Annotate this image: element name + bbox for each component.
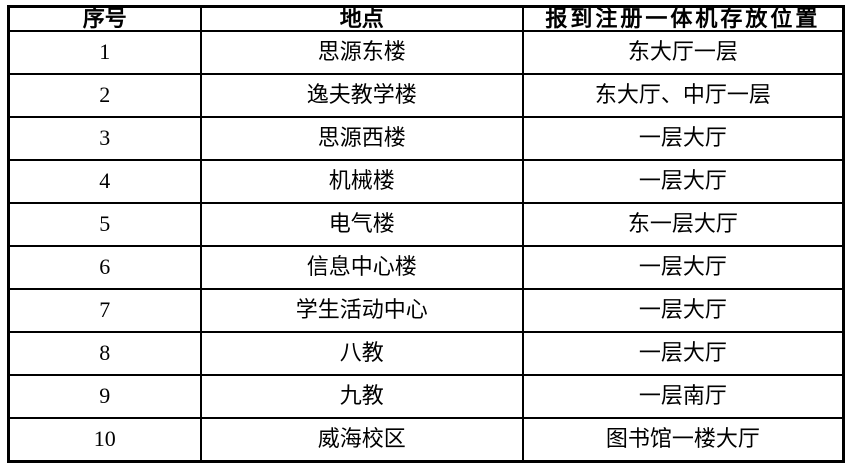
position-cell: 一层南厅 (521, 373, 845, 419)
location-cell: 八教 (199, 330, 524, 376)
column-header-location: 地点 (199, 5, 524, 32)
table-row: 10 威海校区 图书馆一楼大厅 (7, 416, 845, 463)
position-cell: 一层大厅 (521, 287, 845, 333)
table-row: 5 电气楼 东一层大厅 (7, 201, 845, 247)
serial-cell: 8 (7, 330, 202, 376)
table-header-row: 序号 地点 报到注册一体机存放位置 (7, 5, 845, 32)
serial-cell: 10 (7, 416, 202, 463)
position-cell: 一层大厅 (521, 115, 845, 161)
serial-cell: 3 (7, 115, 202, 161)
position-cell: 东大厅、中厅一层 (521, 72, 845, 118)
table-row: 1 思源东楼 东大厅一层 (7, 30, 845, 75)
location-cell: 九教 (199, 373, 524, 419)
serial-cell: 5 (7, 201, 202, 247)
position-cell: 一层大厅 (521, 244, 845, 290)
location-cell: 逸夫教学楼 (199, 72, 524, 118)
serial-cell: 7 (7, 287, 202, 333)
column-header-serial: 序号 (7, 5, 202, 32)
location-cell: 思源东楼 (199, 30, 524, 75)
serial-cell: 9 (7, 373, 202, 419)
table-row: 2 逸夫教学楼 东大厅、中厅一层 (7, 72, 845, 118)
serial-cell: 2 (7, 72, 202, 118)
table-row: 7 学生活动中心 一层大厅 (7, 287, 845, 333)
position-cell: 图书馆一楼大厅 (521, 416, 845, 463)
table-row: 9 九教 一层南厅 (7, 373, 845, 419)
position-cell: 一层大厅 (521, 158, 845, 204)
location-cell: 思源西楼 (199, 115, 524, 161)
location-cell: 机械楼 (199, 158, 524, 204)
table-row: 8 八教 一层大厅 (7, 330, 845, 376)
serial-cell: 4 (7, 158, 202, 204)
location-cell: 电气楼 (199, 201, 524, 247)
position-cell: 一层大厅 (521, 330, 845, 376)
registration-kiosk-table: 序号 地点 报到注册一体机存放位置 1 思源东楼 东大厅一层 2 逸夫教学楼 东… (7, 5, 845, 463)
position-cell: 东大厅一层 (521, 30, 845, 75)
position-cell: 东一层大厅 (521, 201, 845, 247)
location-cell: 威海校区 (199, 416, 524, 463)
table-row: 3 思源西楼 一层大厅 (7, 115, 845, 161)
serial-cell: 6 (7, 244, 202, 290)
column-header-kiosk-position: 报到注册一体机存放位置 (521, 5, 845, 32)
location-cell: 学生活动中心 (199, 287, 524, 333)
table-row: 4 机械楼 一层大厅 (7, 158, 845, 204)
serial-cell: 1 (7, 30, 202, 75)
location-cell: 信息中心楼 (199, 244, 524, 290)
table-row: 6 信息中心楼 一层大厅 (7, 244, 845, 290)
